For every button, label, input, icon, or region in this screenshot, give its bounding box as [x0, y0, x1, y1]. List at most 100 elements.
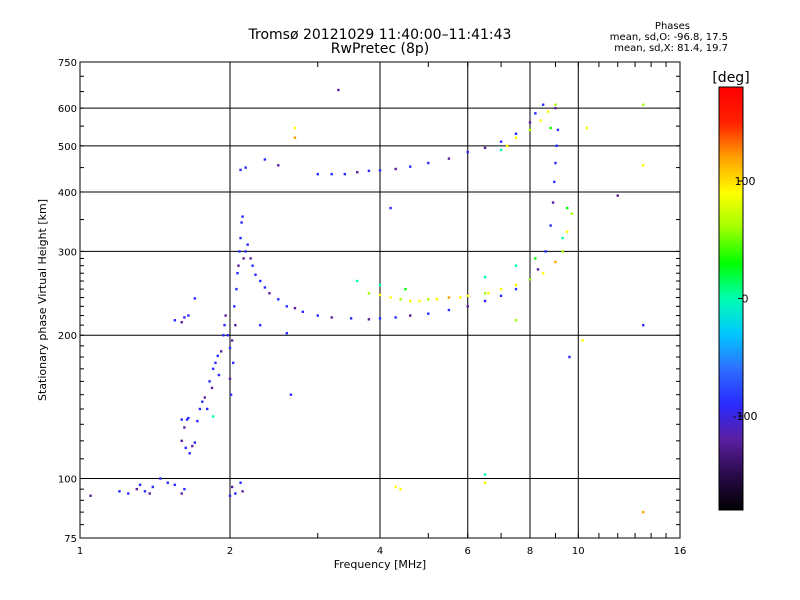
echo-point — [277, 164, 280, 167]
echo-point — [549, 126, 552, 130]
echo-point — [173, 483, 177, 487]
echo-point — [263, 286, 267, 289]
echo-point — [355, 171, 359, 174]
echo-point — [127, 492, 130, 495]
echo-point — [394, 167, 397, 171]
echo-point — [546, 110, 550, 113]
echo-point — [198, 407, 202, 411]
echo-point — [499, 294, 503, 298]
echo-point — [143, 490, 147, 493]
echo-point — [216, 354, 219, 358]
echo-points — [89, 88, 645, 514]
echo-point — [427, 312, 430, 315]
echo-point — [554, 161, 557, 165]
grid-lines — [80, 62, 680, 538]
echo-point — [536, 268, 540, 271]
echo-point — [616, 194, 619, 197]
echo-point — [180, 321, 183, 324]
chart-subtitle: RwPretec (8p) — [330, 41, 430, 57]
echo-point — [211, 367, 215, 371]
echo-point — [239, 236, 242, 240]
echo-point — [581, 339, 584, 342]
echo-point — [394, 316, 397, 319]
colorbar-label: [deg] — [712, 70, 749, 86]
echo-point — [230, 339, 234, 342]
x-tick-label: 4 — [377, 546, 383, 557]
echo-point — [565, 230, 569, 233]
echo-point — [483, 146, 487, 150]
phase-stats-title: Phases — [654, 21, 690, 32]
echo-point — [238, 250, 241, 253]
echo-point — [541, 272, 545, 275]
echo-point — [293, 136, 297, 139]
echo-point — [409, 314, 412, 317]
echo-point — [187, 314, 190, 317]
y-axis-ticks: 75 100 200 300 400 500 600 750 — [58, 58, 680, 545]
y-tick-label: 750 — [58, 58, 77, 69]
y-tick-label: 100 — [58, 475, 77, 486]
echo-point — [228, 346, 232, 350]
echo-point — [544, 250, 547, 253]
echo-point — [183, 487, 186, 491]
echo-point — [642, 323, 645, 327]
echo-point — [249, 257, 252, 260]
echo-point — [483, 481, 487, 484]
echo-point — [553, 180, 556, 184]
echo-point — [240, 221, 243, 224]
echo-point — [293, 126, 297, 130]
colorbar-tick-label: 100 — [735, 175, 756, 188]
echo-point — [316, 172, 319, 176]
echo-point — [289, 393, 293, 396]
echo-point — [201, 400, 204, 403]
echo-point — [447, 296, 451, 299]
echo-point — [389, 296, 392, 299]
x-tick-label: 16 — [674, 546, 687, 557]
echo-point — [89, 494, 92, 497]
echo-point — [259, 323, 262, 327]
y-tick-label: 200 — [58, 331, 77, 342]
echo-point — [166, 481, 169, 484]
echo-point — [184, 446, 187, 450]
echo-point — [378, 283, 382, 287]
echo-point — [355, 279, 359, 283]
echo-point — [159, 477, 162, 480]
echo-point — [642, 510, 645, 514]
echo-point — [244, 250, 247, 253]
echo-point — [528, 278, 532, 281]
echo-point — [642, 103, 645, 106]
echo-point — [447, 157, 451, 160]
echo-point — [447, 308, 451, 312]
echo-point — [180, 492, 183, 495]
echo-point — [549, 224, 552, 227]
echo-point — [367, 318, 371, 321]
echo-point — [554, 103, 557, 106]
y-tick-label: 600 — [58, 104, 77, 115]
echo-point — [378, 169, 382, 172]
x-axis-label: Frequency [MHz] — [334, 558, 426, 571]
x-tick-label: 8 — [527, 546, 533, 557]
echo-point — [330, 172, 333, 176]
echo-point — [409, 165, 412, 168]
echo-point — [409, 299, 412, 303]
echo-point — [570, 212, 573, 215]
x-tick-label: 1 — [77, 546, 83, 557]
echo-point — [466, 150, 469, 154]
echo-point — [367, 169, 371, 173]
echo-point — [293, 306, 297, 310]
echo-point — [378, 293, 382, 297]
echo-point — [193, 441, 197, 444]
echo-point — [367, 292, 371, 295]
echo-point — [541, 103, 545, 106]
echo-point — [394, 485, 397, 489]
echo-point — [228, 494, 232, 497]
echo-point — [330, 316, 333, 319]
echo-point — [565, 206, 569, 210]
echo-point — [259, 279, 262, 283]
echo-point — [514, 136, 518, 139]
echo-point — [211, 415, 215, 418]
echo-point — [244, 166, 247, 169]
echo-point — [151, 485, 155, 489]
x-tick-label: 6 — [465, 546, 471, 557]
echo-point — [554, 106, 557, 110]
